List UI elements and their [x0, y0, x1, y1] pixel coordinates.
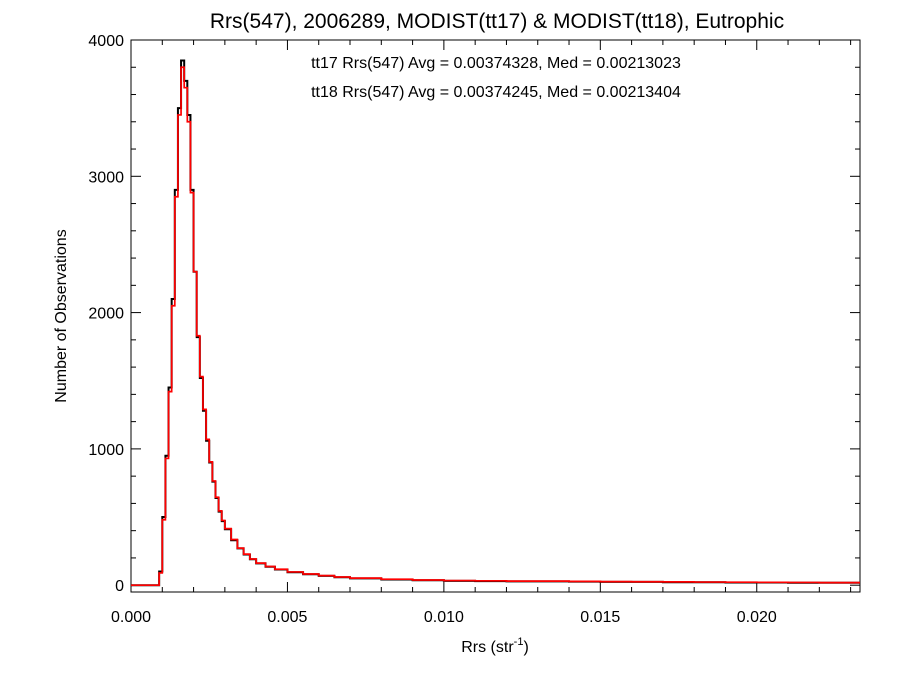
x-axis-label-close: ) — [523, 639, 528, 656]
annotation-tt17: tt17 Rrs(547) Avg = 0.00374328, Med = 0.… — [311, 55, 681, 72]
annotation-tt18: tt18 Rrs(547) Avg = 0.00374245, Med = 0.… — [311, 84, 681, 101]
series-layer — [131, 59, 860, 587]
histogram-series-1 — [131, 66, 860, 587]
y-tick-label: 2000 — [88, 306, 124, 323]
y-axis-label: Number of Observations — [53, 229, 70, 402]
y-axis: 0 1000 2000 3000 4000 — [88, 33, 860, 595]
x-tick-label: 0.020 — [737, 609, 777, 626]
x-tick-label: 0.005 — [267, 609, 307, 626]
x-tick-label: 0.000 — [111, 609, 151, 626]
x-axis: 0.000 0.005 0.010 0.015 0.020 — [111, 40, 852, 626]
y-tick-label: 3000 — [88, 169, 124, 186]
x-axis-label-superscript: -1 — [514, 636, 524, 648]
y-tick-label: 0 — [115, 578, 124, 595]
x-axis-label-text: Rrs (str — [461, 639, 514, 656]
y-tick-label: 4000 — [88, 33, 124, 50]
histogram-series-0 — [131, 59, 860, 587]
x-axis-label: Rrs (str-1) — [461, 636, 529, 656]
x-tick-label: 0.015 — [580, 609, 620, 626]
plot-frame — [130, 39, 861, 593]
y-tick-label: 1000 — [88, 442, 124, 459]
x-tick-label: 0.010 — [424, 609, 464, 626]
chart-title: Rrs(547), 2006289, MODIST(tt17) & MODIST… — [210, 10, 784, 33]
